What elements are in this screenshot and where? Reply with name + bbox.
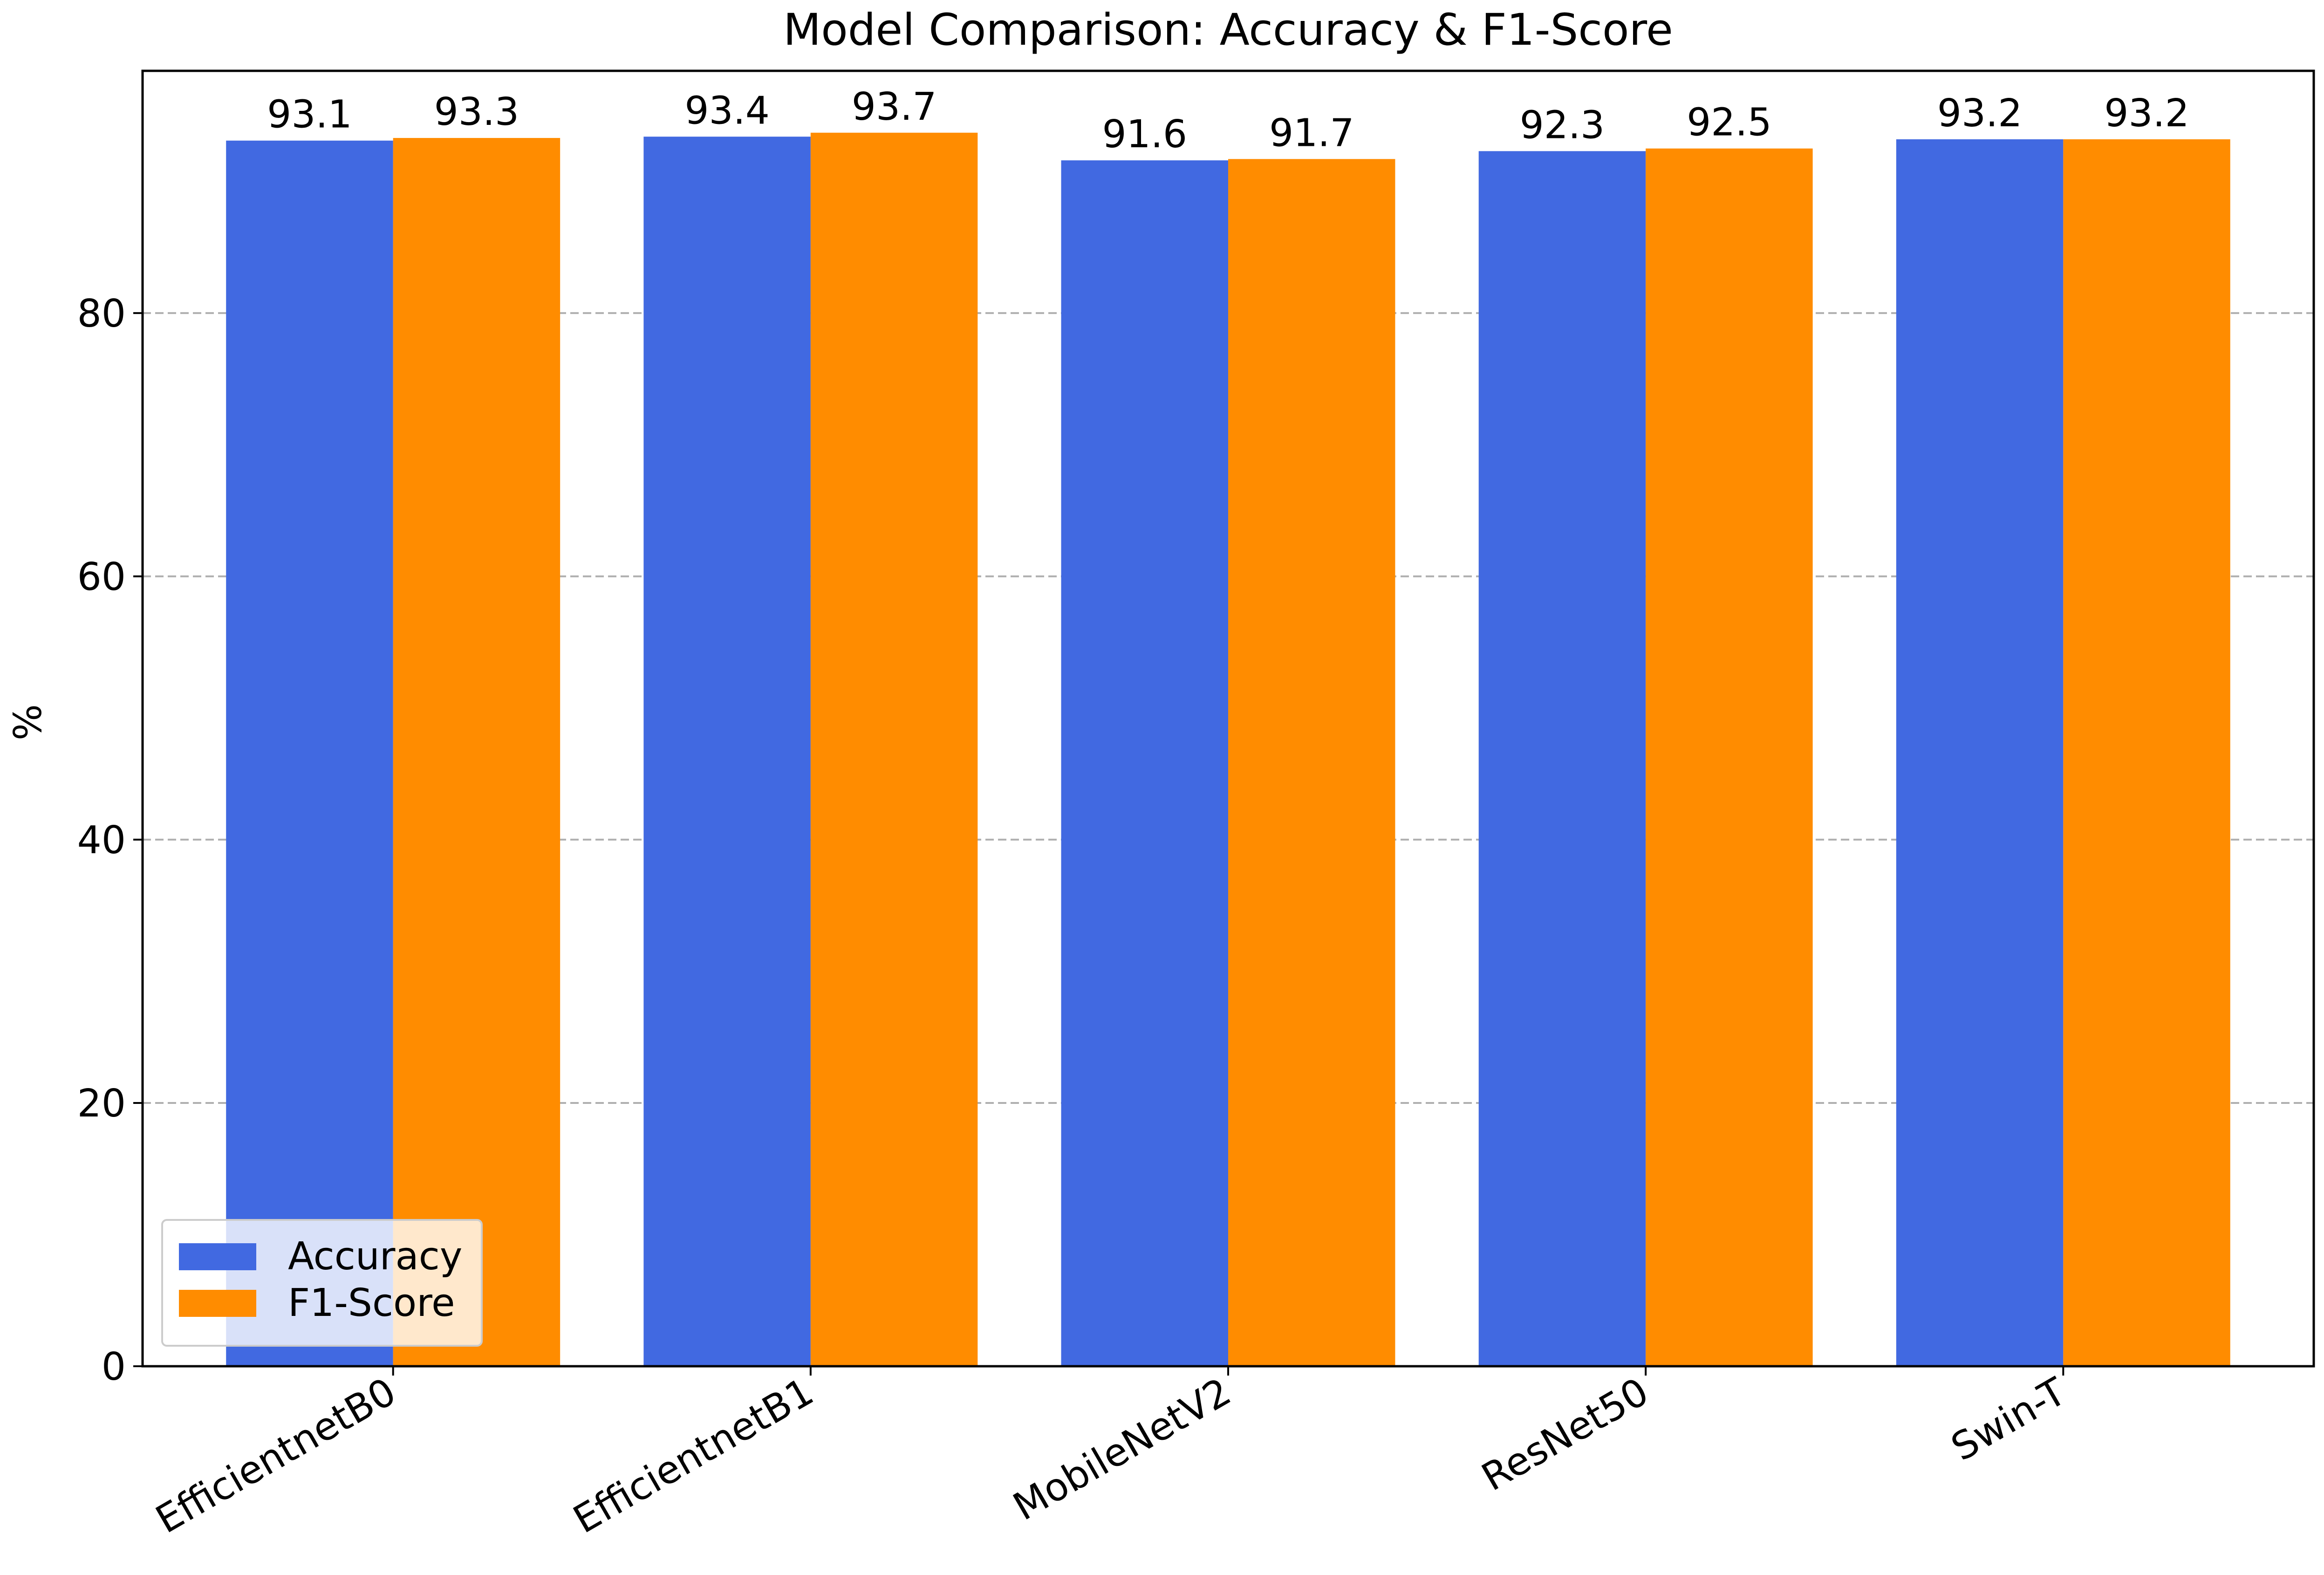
y-tick-label: 60 <box>77 555 126 599</box>
bar-f1-score <box>2063 139 2230 1366</box>
value-label: 92.3 <box>1520 103 1605 147</box>
legend-label: Accuracy <box>288 1234 462 1279</box>
value-label: 93.1 <box>267 93 352 137</box>
value-label: 93.2 <box>2104 91 2189 136</box>
bar-accuracy <box>1478 151 1646 1366</box>
y-tick-label: 40 <box>77 818 126 863</box>
bar-f1-score <box>810 132 978 1366</box>
y-tick-label: 0 <box>102 1345 126 1389</box>
legend-swatch <box>179 1290 256 1317</box>
y-axis-ticks: 0 20 40 60 80 <box>77 292 143 1389</box>
value-labels: 93.1 93.4 91.6 92.3 93.2 93.3 93.7 91.7 92.5 93.2 <box>267 85 2189 157</box>
legend-swatch <box>179 1243 256 1270</box>
bar-f1-score <box>1228 159 1395 1367</box>
bar-accuracy <box>1896 139 2064 1366</box>
value-label: 92.5 <box>1687 101 1772 145</box>
y-tick-label: 80 <box>77 292 126 336</box>
chart-title: Model Comparison: Accuracy & F1-Score <box>783 5 1673 55</box>
value-label: 93.7 <box>852 85 937 129</box>
value-label: 91.6 <box>1102 112 1187 157</box>
legend-label: F1-Score <box>288 1281 455 1325</box>
value-label: 91.7 <box>1269 111 1354 155</box>
bar-accuracy <box>1061 160 1228 1367</box>
bar-f1-score <box>393 138 560 1366</box>
value-label: 93.4 <box>684 89 770 133</box>
bar-accuracy <box>643 137 811 1366</box>
y-tick-label: 20 <box>77 1082 126 1126</box>
y-axis-label: % <box>6 704 50 740</box>
value-label: 93.3 <box>434 90 519 134</box>
bar-accuracy <box>226 140 393 1366</box>
value-label: 93.2 <box>1937 91 2023 136</box>
bars <box>226 132 2230 1367</box>
bar-f1-score <box>1646 148 1813 1366</box>
